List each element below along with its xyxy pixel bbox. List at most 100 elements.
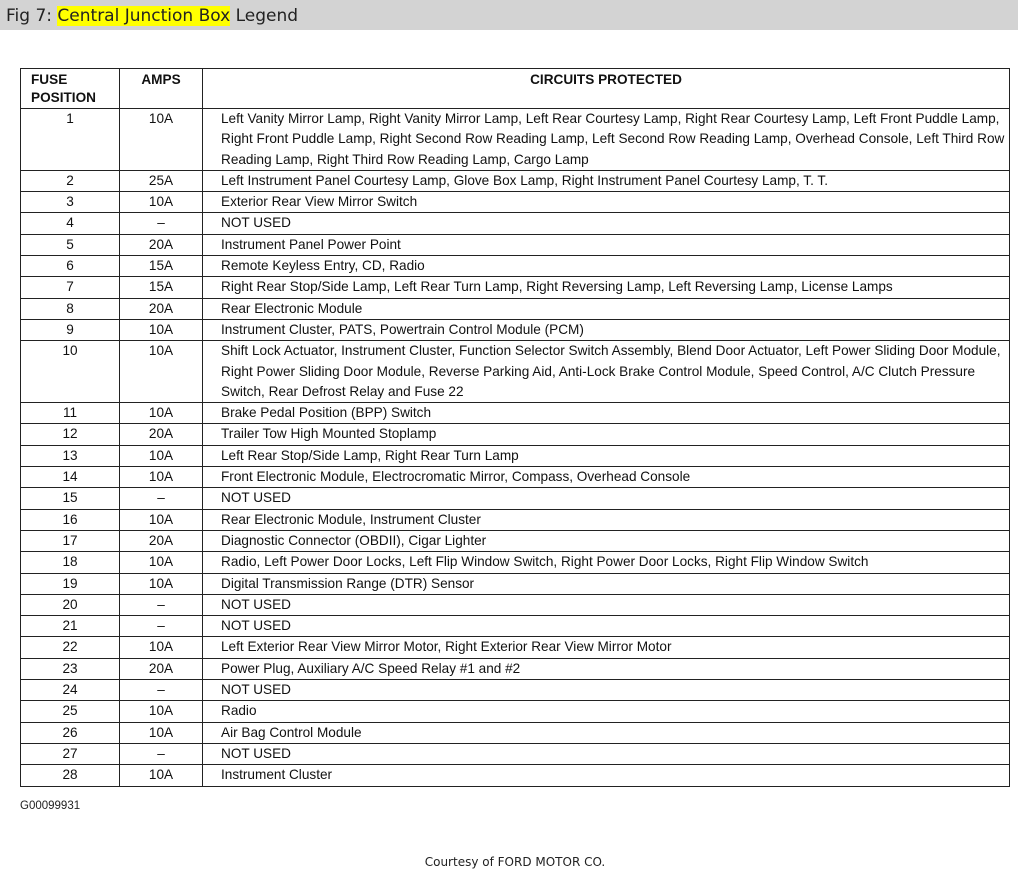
amps-cell: 10A bbox=[119, 108, 203, 171]
amps-cell: – bbox=[119, 742, 203, 766]
fuse-position-cell: 17 bbox=[20, 529, 120, 553]
amps-cell: – bbox=[119, 679, 203, 702]
table-row: 27– NOT USED bbox=[20, 742, 1010, 766]
courtesy-note: Courtesy of FORD MOTOR CO. bbox=[424, 854, 606, 869]
fuse-position-cell: 3 bbox=[20, 191, 120, 214]
circuits-cell: Instrument Cluster, PATS, Powertrain Con… bbox=[202, 318, 1010, 342]
table-row: 22 10A Left Exterior Rear View Mirror Moto… bbox=[20, 636, 1010, 659]
amps-cell: 10A bbox=[119, 572, 203, 595]
fuse-position-cell: 2 bbox=[20, 169, 120, 193]
table-row: 26 10A Air Bag Control Module bbox=[20, 721, 1010, 744]
fuse-position-cell: 5 bbox=[20, 233, 120, 257]
circuits-cell: Diagnostic Connector (OBDII), Cigar Ligh… bbox=[202, 529, 1010, 553]
table-row: 4– NOT USED bbox=[20, 212, 1010, 235]
circuits-cell: NOT USED bbox=[202, 487, 1010, 510]
table-row: 17 20A Diagnostic Connector (OBDII), Cigar… bbox=[20, 529, 1010, 553]
table-header-row: FUSE POSITION AMPS CIRCUITS PROTECTED bbox=[20, 68, 1010, 109]
header-amps: AMPS bbox=[119, 68, 203, 109]
amps-cell: 15A bbox=[119, 255, 203, 278]
amps-cell: 25A bbox=[119, 169, 203, 193]
table-row: 18 10A Radio, Left Power Door Locks, Left … bbox=[20, 551, 1010, 574]
table-row: 20– NOT USED bbox=[20, 593, 1010, 617]
table-row: 15– NOT USED bbox=[20, 487, 1010, 510]
fuse-position-cell: 6 bbox=[20, 255, 120, 278]
circuits-cell: Right Rear Stop/Side Lamp, Left Rear Tur… bbox=[202, 276, 1010, 299]
circuits-cell: NOT USED bbox=[202, 742, 1010, 766]
amps-cell: 10A bbox=[119, 340, 203, 404]
table-row: 9 10A Instrument Cluster, PATS, Powertrain… bbox=[20, 318, 1010, 342]
circuits-cell: Radio bbox=[202, 700, 1010, 723]
table-body: 1 10A Left Vanity Mirror Lamp, Right Vanit… bbox=[20, 108, 1010, 787]
fuse-position-cell: 28 bbox=[20, 764, 120, 787]
table-row: 25 10A Radio bbox=[20, 700, 1010, 723]
fuse-position-cell: 24 bbox=[20, 679, 120, 702]
table-row: 5 20A Instrument Panel Power Point bbox=[20, 233, 1010, 257]
fuse-position-cell: 21 bbox=[20, 615, 120, 638]
table-row: 28 10A Instrument Cluster bbox=[20, 764, 1010, 787]
amps-cell: 10A bbox=[119, 191, 203, 214]
amps-cell: – bbox=[119, 212, 203, 235]
circuits-cell: Exterior Rear View Mirror Switch bbox=[202, 191, 1010, 214]
table-row: 1 10A Left Vanity Mirror Lamp, Right Vanit… bbox=[20, 108, 1010, 171]
amps-cell: 10A bbox=[119, 764, 203, 787]
table-row: 8 20A Rear Electronic Module bbox=[20, 297, 1010, 320]
amps-cell: 10A bbox=[119, 402, 203, 425]
amps-cell: 10A bbox=[119, 700, 203, 723]
fuse-position-cell: 13 bbox=[20, 444, 120, 468]
table-row: 6 15A Remote Keyless Entry, CD, Radio bbox=[20, 255, 1010, 278]
amps-cell: 10A bbox=[119, 318, 203, 342]
fuse-position-cell: 19 bbox=[20, 572, 120, 595]
amps-cell: 20A bbox=[119, 657, 203, 681]
circuits-cell: Rear Electronic Module bbox=[202, 297, 1010, 320]
circuits-cell: Left Rear Stop/Side Lamp, Right Rear Tur… bbox=[202, 444, 1010, 468]
amps-cell: – bbox=[119, 615, 203, 638]
circuits-cell: Instrument Panel Power Point bbox=[202, 233, 1010, 257]
circuits-cell: NOT USED bbox=[202, 212, 1010, 235]
circuits-cell: Brake Pedal Position (BPP) Switch bbox=[202, 402, 1010, 425]
fuse-position-cell: 9 bbox=[20, 318, 120, 342]
table-row: 23 20A Power Plug, Auxiliary A/C Speed Rel… bbox=[20, 657, 1010, 681]
fuse-position-cell: 27 bbox=[20, 742, 120, 766]
fuse-position-cell: 10 bbox=[20, 340, 120, 404]
table-row: 21– NOT USED bbox=[20, 615, 1010, 638]
table-row: 3 10A Exterior Rear View Mirror Switch bbox=[20, 191, 1010, 214]
circuits-cell: Remote Keyless Entry, CD, Radio bbox=[202, 255, 1010, 278]
amps-cell: 20A bbox=[119, 529, 203, 553]
table-row: 14 10A Front Electronic Module, Electrocro… bbox=[20, 466, 1010, 489]
circuits-cell: Rear Electronic Module, Instrument Clust… bbox=[202, 508, 1010, 531]
circuits-cell: Left Instrument Panel Courtesy Lamp, Glo… bbox=[202, 169, 1010, 193]
circuits-cell: Shift Lock Actuator, Instrument Cluster,… bbox=[202, 340, 1010, 404]
fuse-position-cell: 15 bbox=[20, 487, 120, 510]
table-row: 11 10A Brake Pedal Position (BPP) Switch bbox=[20, 402, 1010, 425]
fuse-position-cell: 18 bbox=[20, 551, 120, 574]
amps-cell: 10A bbox=[119, 636, 203, 659]
amps-cell: – bbox=[119, 593, 203, 617]
amps-cell: 20A bbox=[119, 233, 203, 257]
table-row: 19 10A Digital Transmission Range (DTR) Se… bbox=[20, 572, 1010, 595]
amps-cell: 20A bbox=[119, 297, 203, 320]
amps-cell: 10A bbox=[119, 466, 203, 489]
title-prefix: Fig 7: bbox=[6, 6, 58, 26]
table-row: 10 10A Shift Lock Actuator, Instrument Clu… bbox=[20, 340, 1010, 404]
table-row: 12 20A Trailer Tow High Mounted Stoplamp bbox=[20, 423, 1010, 446]
circuits-cell: Trailer Tow High Mounted Stoplamp bbox=[202, 423, 1010, 446]
amps-cell: 15A bbox=[119, 276, 203, 299]
amps-cell: 10A bbox=[119, 721, 203, 744]
table-row: 2 25A Left Instrument Panel Courtesy Lamp,… bbox=[20, 169, 1010, 193]
table-row: 13 10A Left Rear Stop/Side Lamp, Right Rea… bbox=[20, 444, 1010, 468]
fuse-position-cell: 11 bbox=[20, 402, 120, 425]
fuse-position-cell: 1 bbox=[20, 108, 120, 171]
fuse-position-cell: 14 bbox=[20, 466, 120, 489]
circuits-cell: Left Vanity Mirror Lamp, Right Vanity Mi… bbox=[202, 108, 1010, 171]
amps-cell: – bbox=[119, 487, 203, 510]
circuits-cell: Digital Transmission Range (DTR) Sensor bbox=[202, 572, 1010, 595]
fuse-position-cell: 23 bbox=[20, 657, 120, 681]
table-row: 24– NOT USED bbox=[20, 679, 1010, 702]
header-fuse-line: FUSE bbox=[31, 72, 68, 87]
circuits-cell: Radio, Left Power Door Locks, Left Flip … bbox=[202, 551, 1010, 574]
fuse-position-cell: 16 bbox=[20, 508, 120, 531]
circuits-cell: Instrument Cluster bbox=[202, 764, 1010, 787]
amps-cell: 20A bbox=[119, 423, 203, 446]
amps-cell: 10A bbox=[119, 551, 203, 574]
